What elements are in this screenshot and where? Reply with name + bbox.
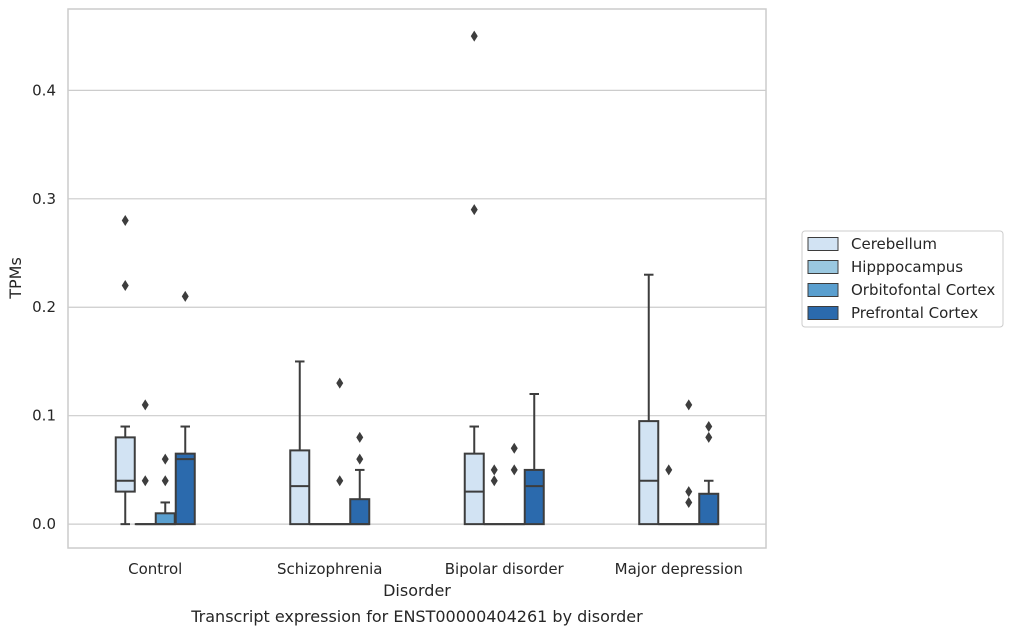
box (329, 377, 351, 526)
outlier-point (665, 464, 673, 476)
figure-caption: Transcript expression for ENST0000040426… (190, 607, 643, 626)
outlier-point (161, 475, 169, 487)
box (483, 464, 505, 526)
outlier-point (181, 290, 189, 302)
box (503, 442, 525, 526)
legend-label: Hipppocampus (851, 258, 963, 276)
outlier-point (510, 464, 518, 476)
outlier-point (336, 475, 344, 487)
y-axis-title: TPMs (6, 257, 25, 300)
box-body (154, 512, 176, 526)
outlier-point (705, 431, 713, 443)
series-cerebellum (114, 30, 660, 526)
legend: Cerebellum Hipppocampus Orbitofontal Corte… (801, 230, 1004, 328)
box (463, 30, 485, 526)
box (289, 360, 311, 526)
box (658, 464, 680, 526)
box-body (523, 468, 545, 526)
x-tick-label: Major depression (615, 560, 743, 578)
outlier-point (490, 464, 498, 476)
box (678, 399, 700, 526)
x-tick-label: Schizophrenia (277, 560, 382, 578)
x-tick-label: Bipolar disorder (445, 560, 565, 578)
box (114, 214, 136, 526)
x-axis-title: Disorder (383, 581, 451, 600)
y-tick-label: 0.1 (32, 407, 56, 425)
box (523, 393, 545, 526)
box-body (349, 498, 371, 526)
box-body (638, 420, 660, 526)
box (154, 453, 176, 526)
box-body (114, 436, 136, 493)
outlier-point (510, 442, 518, 454)
legend-label: Orbitofontal Cortex (851, 281, 995, 299)
legend-swatch (807, 260, 839, 274)
outlier-point (121, 280, 129, 292)
outlier-point (356, 453, 364, 465)
outlier-point (121, 214, 129, 226)
box-body (698, 492, 720, 526)
outlier-point (161, 453, 169, 465)
legend-frame (801, 230, 1004, 328)
outlier-point (705, 421, 713, 433)
outlier-point (685, 496, 693, 508)
outlier-point (685, 399, 693, 411)
box (134, 399, 156, 526)
box (698, 421, 720, 526)
series-orbitofontal-cortex (154, 377, 700, 526)
x-tick-label: Control (128, 560, 182, 578)
box (174, 290, 196, 526)
box-series-layer (114, 30, 720, 526)
outlier-point (141, 475, 149, 487)
outlier-point (685, 486, 693, 498)
legend-swatch (807, 283, 839, 297)
box-body (174, 452, 196, 526)
outlier-point (356, 431, 364, 443)
box (638, 273, 660, 526)
outlier-point (490, 475, 498, 487)
series-prefrontal-cortex (174, 290, 720, 526)
outlier-point (470, 30, 478, 42)
plot-area-frame (67, 8, 767, 549)
y-tick-label: 0.0 (32, 515, 56, 533)
outlier-point (336, 377, 344, 389)
y-gridlines (68, 89, 766, 525)
box-body (463, 452, 485, 526)
legend-label: Prefrontal Cortex (851, 304, 978, 322)
series-hipppocampus (134, 399, 680, 526)
legend-label: Cerebellum (851, 235, 937, 253)
box (349, 431, 371, 526)
y-tick-labels: 0.0 0.1 0.2 0.3 0.4 (32, 81, 56, 533)
y-tick-label: 0.4 (32, 81, 56, 99)
legend-swatch (807, 306, 839, 320)
outlier-point (141, 399, 149, 411)
outlier-point (470, 204, 478, 216)
y-tick-label: 0.2 (32, 298, 56, 316)
box-body (289, 449, 311, 526)
x-tick-labels: Control Schizophrenia Bipolar disorder Majo… (128, 560, 743, 578)
legend-swatch (807, 237, 839, 251)
y-tick-label: 0.3 (32, 190, 56, 208)
